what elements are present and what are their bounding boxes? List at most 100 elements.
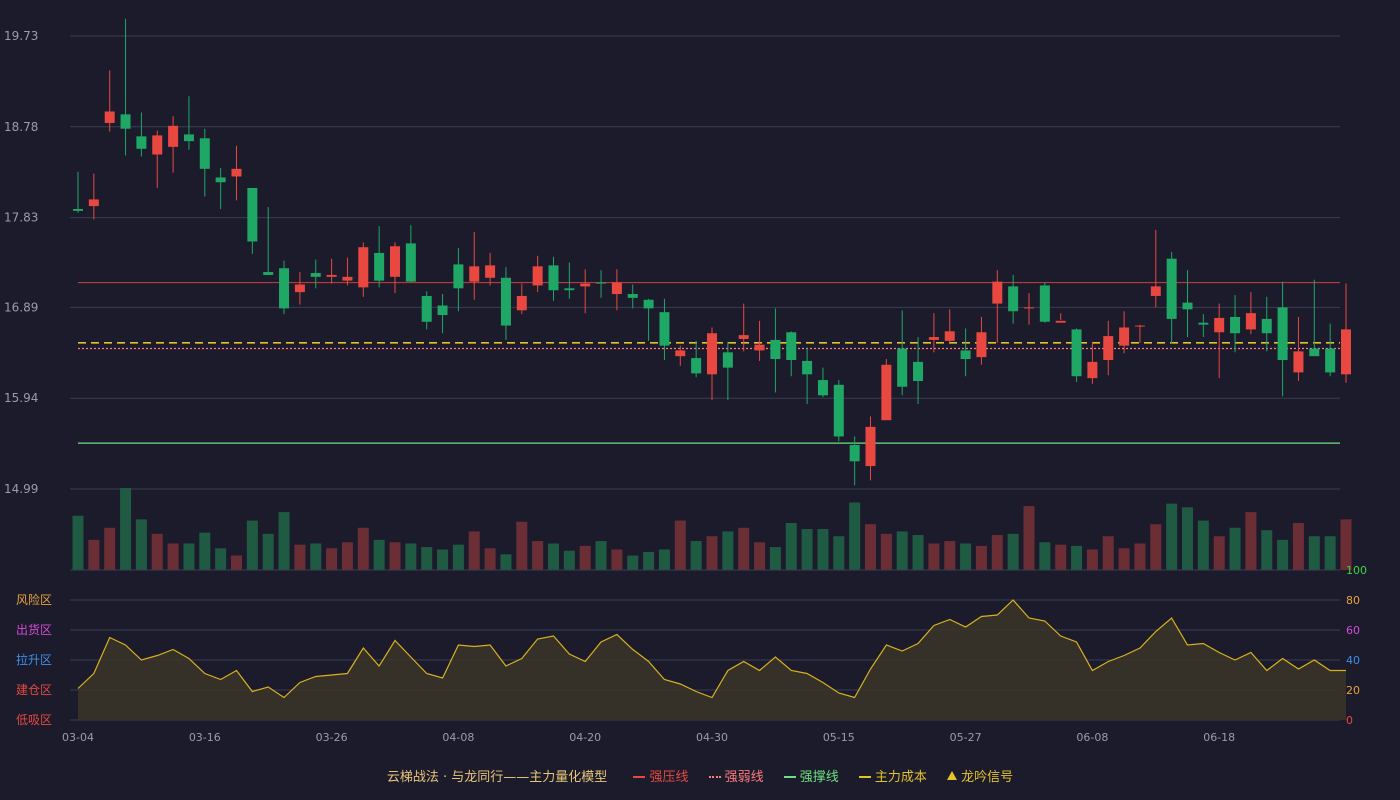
candlestick [849, 436, 860, 486]
volume-bar [516, 521, 528, 570]
candle-body [1150, 286, 1161, 296]
volume-bar [405, 543, 417, 570]
candle-body [469, 266, 480, 282]
candlestick [1230, 294, 1241, 353]
candlestick [326, 258, 337, 284]
candle-body [1087, 361, 1098, 379]
volume-bar [722, 531, 734, 570]
candlestick [1087, 341, 1098, 384]
volume-bar [896, 531, 908, 570]
candlestick [342, 257, 353, 286]
price-y-tick-label: 19.73 [4, 29, 38, 43]
candle-body [881, 364, 892, 421]
candle-body [707, 333, 717, 375]
candlestick [1008, 274, 1019, 324]
candle-body [691, 358, 702, 374]
indicator-area [77, 599, 1346, 720]
volume-bar [1308, 536, 1320, 570]
candlestick [611, 269, 622, 311]
volume-bar [1213, 536, 1225, 570]
indicator-y-tick-label: 0 [1346, 714, 1353, 727]
indicator-y-tick-label: 20 [1346, 684, 1360, 697]
candlestick [1103, 320, 1114, 376]
zone-label: 建仓区 [16, 683, 52, 697]
volume-bar [817, 529, 829, 570]
candle-body [532, 266, 543, 286]
indicator-y-tick-label: 40 [1346, 654, 1360, 667]
candlestick [120, 18, 131, 156]
candle-body [928, 337, 939, 340]
candlestick [263, 207, 274, 275]
volume-bar [135, 519, 147, 570]
candle-body [1293, 351, 1304, 373]
candle-body [1182, 302, 1193, 310]
price-gridlines [70, 35, 1340, 490]
candle-body [611, 282, 622, 295]
candle-body [786, 332, 797, 360]
candle-body [960, 350, 971, 360]
candle-body [1008, 286, 1019, 312]
legend-label: 龙吟信号 [961, 770, 1014, 785]
candlestick [532, 255, 543, 293]
candlestick [580, 269, 591, 314]
volume-bar [373, 539, 385, 570]
candlestick [596, 270, 607, 298]
candle-body [1214, 317, 1225, 333]
candle-body [722, 352, 733, 368]
candle-body [1309, 348, 1320, 357]
volume-bar [120, 488, 132, 570]
x-tick-label: 06-18 [1203, 731, 1235, 744]
zone-label: 拉升区 [16, 652, 52, 667]
volume-bar [326, 548, 338, 570]
volume-bar [1182, 507, 1193, 570]
candle-body [1261, 318, 1272, 334]
zone-label: 风险区 [16, 592, 52, 607]
candle-body [152, 135, 163, 155]
candlestick [1166, 251, 1177, 344]
candlestick [1277, 281, 1288, 397]
legend-item-strong-support[interactable]: 强撑线 [783, 766, 839, 785]
candle-body [580, 283, 591, 287]
legend-label: 强压线 [649, 770, 689, 785]
volume-bar [627, 555, 639, 570]
volume-bar [548, 543, 559, 570]
candlestick [722, 341, 733, 401]
volume-bar [833, 536, 845, 570]
legend-item-main-cost[interactable]: 主力成本 [858, 766, 927, 785]
indicator-area-fill [78, 600, 1346, 720]
candle-body [215, 177, 226, 183]
candlestick [358, 242, 369, 297]
candle-body [1039, 285, 1050, 322]
candle-body [231, 168, 242, 177]
candle-body [326, 274, 337, 277]
candle-body [1071, 329, 1082, 377]
triangle-icon [947, 771, 958, 780]
volume-bar [658, 549, 670, 570]
x-tick-label: 04-08 [442, 731, 474, 744]
legend-item-strong-pressure[interactable]: 强压线 [633, 766, 688, 785]
candlestick [1325, 323, 1336, 377]
candle-body [770, 339, 781, 360]
volume-bar [738, 527, 750, 570]
legend-item-dragon-signal[interactable]: 龙吟信号 [947, 766, 1013, 785]
candle-body [199, 138, 210, 169]
candlestick [770, 308, 781, 393]
volume-bar [1118, 548, 1130, 570]
volume-bar [341, 542, 353, 570]
volume-bar [880, 533, 892, 570]
candlestick [1182, 270, 1193, 338]
candlestick [659, 298, 670, 360]
candle-body [390, 246, 400, 277]
candlestick [707, 327, 717, 401]
legend-title: 云梯战法 · 与龙同行——主力量化模型 [386, 770, 608, 785]
volume-bar [310, 543, 322, 570]
candlestick [421, 291, 432, 330]
candlestick [1341, 283, 1351, 383]
legend-item-strong-weak[interactable]: 强弱线 [708, 766, 764, 785]
volume-bar [1292, 522, 1304, 570]
volume-bar [611, 549, 623, 570]
volume-bar [88, 539, 100, 570]
volume-bar [389, 542, 401, 570]
volume-bar [231, 555, 242, 570]
